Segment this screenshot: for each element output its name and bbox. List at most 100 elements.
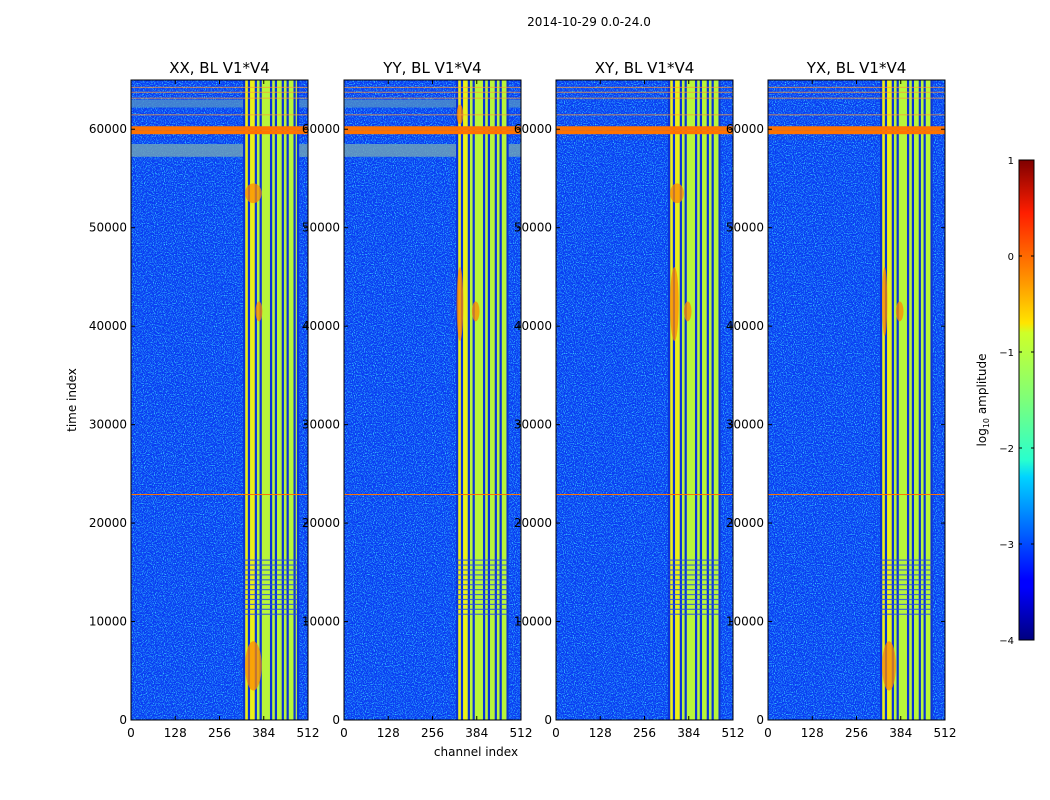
colorbar-tick-label: −4 [999, 636, 1014, 647]
colorbar-label: log10 amplitude [975, 354, 991, 447]
x-tick-label: 128 [589, 726, 612, 740]
hot-region [670, 267, 679, 341]
band-stripe [880, 589, 933, 591]
flagged-row [131, 114, 308, 116]
y-tick-label: 30000 [302, 418, 340, 432]
band-gap [694, 80, 698, 720]
band-gap [706, 80, 709, 720]
band-gap [286, 80, 289, 720]
panel-title: XX, BL V1*V4 [169, 59, 270, 77]
panel-1: 0 128 256 384 512 0 10000 20000 30000 40000 50000 6… [89, 59, 320, 740]
band-gap [906, 80, 910, 720]
x-tick-label: 512 [934, 726, 957, 740]
band-stripe [880, 598, 933, 601]
band-stripe [243, 569, 298, 571]
hot-region [255, 301, 263, 322]
hot-region [670, 183, 684, 204]
x-tick-label: 512 [297, 726, 320, 740]
y-axis-label: time index [65, 368, 79, 432]
hot-region [895, 301, 904, 322]
x-tick-label: 0 [340, 726, 348, 740]
band-gap [891, 80, 894, 720]
y-tick-label: 40000 [514, 319, 552, 333]
band-gap [247, 80, 251, 720]
band-gap [482, 80, 486, 720]
band-stripe [243, 608, 298, 610]
flagged-row [344, 494, 521, 496]
hot-region [245, 183, 262, 204]
flagged-row [131, 130, 308, 135]
colorbar: −4 −3 −2 −1 0 1 log10 amplitude [975, 156, 1035, 647]
band-stripe [668, 598, 721, 601]
x-tick-label: 128 [801, 726, 824, 740]
hot-region [456, 267, 464, 341]
y-tick-label: 40000 [726, 319, 764, 333]
band-stripe [880, 564, 933, 566]
y-tick-label: 10000 [514, 615, 552, 629]
band-stripe [243, 559, 298, 561]
band-stripe [456, 564, 509, 566]
band-stripe [456, 603, 509, 606]
band-gap [668, 80, 671, 720]
band-stripe [668, 613, 721, 615]
hot-region [471, 301, 480, 322]
band-gap [472, 80, 475, 720]
band-stripe [456, 589, 509, 591]
flagged-row [131, 126, 308, 131]
panel-title: YX, BL V1*V4 [806, 59, 907, 77]
band-stripe [243, 579, 298, 581]
y-tick-label: 10000 [89, 615, 127, 629]
y-tick-label: 20000 [726, 516, 764, 530]
colorbar-tick-label: −2 [999, 444, 1014, 455]
band-stripe [243, 589, 298, 591]
heatmap-image [768, 80, 945, 720]
colorbar-tick-label: −1 [999, 348, 1014, 359]
band-gap [884, 80, 888, 720]
y-tick-label: 10000 [726, 615, 764, 629]
band-stripe [243, 584, 298, 586]
band-stripe [668, 574, 721, 576]
flagged-row [131, 86, 308, 88]
band-gap [930, 80, 933, 720]
band-gap [254, 80, 257, 720]
colorbar-tick-label: 0 [1008, 252, 1014, 263]
y-tick-label: 20000 [89, 516, 127, 530]
band-gap [487, 80, 491, 720]
y-tick-label: 20000 [302, 516, 340, 530]
flagged-row [556, 97, 733, 99]
rfi-band [344, 99, 521, 108]
band-gap [880, 80, 883, 720]
flagged-row [768, 494, 945, 496]
rfi-band [131, 99, 308, 108]
band-stripe [243, 613, 298, 615]
band-stripe [880, 569, 933, 571]
band-stripe [880, 593, 933, 596]
band-stripe [668, 564, 721, 566]
x-tick-label: 256 [421, 726, 444, 740]
band-gap [923, 80, 926, 720]
band-stripe [668, 559, 721, 561]
flagged-row [344, 130, 521, 135]
heatmap-image [344, 80, 521, 720]
x-tick-label: 0 [764, 726, 772, 740]
y-tick-label: 20000 [514, 516, 552, 530]
band-gap [699, 80, 703, 720]
flagged-row [768, 114, 945, 116]
band-stripe [243, 593, 298, 596]
band-stripe [880, 574, 933, 576]
x-tick-label: 128 [377, 726, 400, 740]
x-tick-label: 128 [164, 726, 187, 740]
x-tick-label: 512 [722, 726, 745, 740]
y-tick-label: 30000 [726, 418, 764, 432]
flagged-row [768, 130, 945, 135]
band-gap [684, 80, 687, 720]
band-stripe [880, 608, 933, 610]
band-gap [918, 80, 921, 720]
y-tick-label: 40000 [89, 319, 127, 333]
flagged-row [131, 494, 308, 496]
band-gap [460, 80, 464, 720]
band-stripe [456, 613, 509, 615]
band-gap [494, 80, 497, 720]
band-stripe [456, 569, 509, 571]
